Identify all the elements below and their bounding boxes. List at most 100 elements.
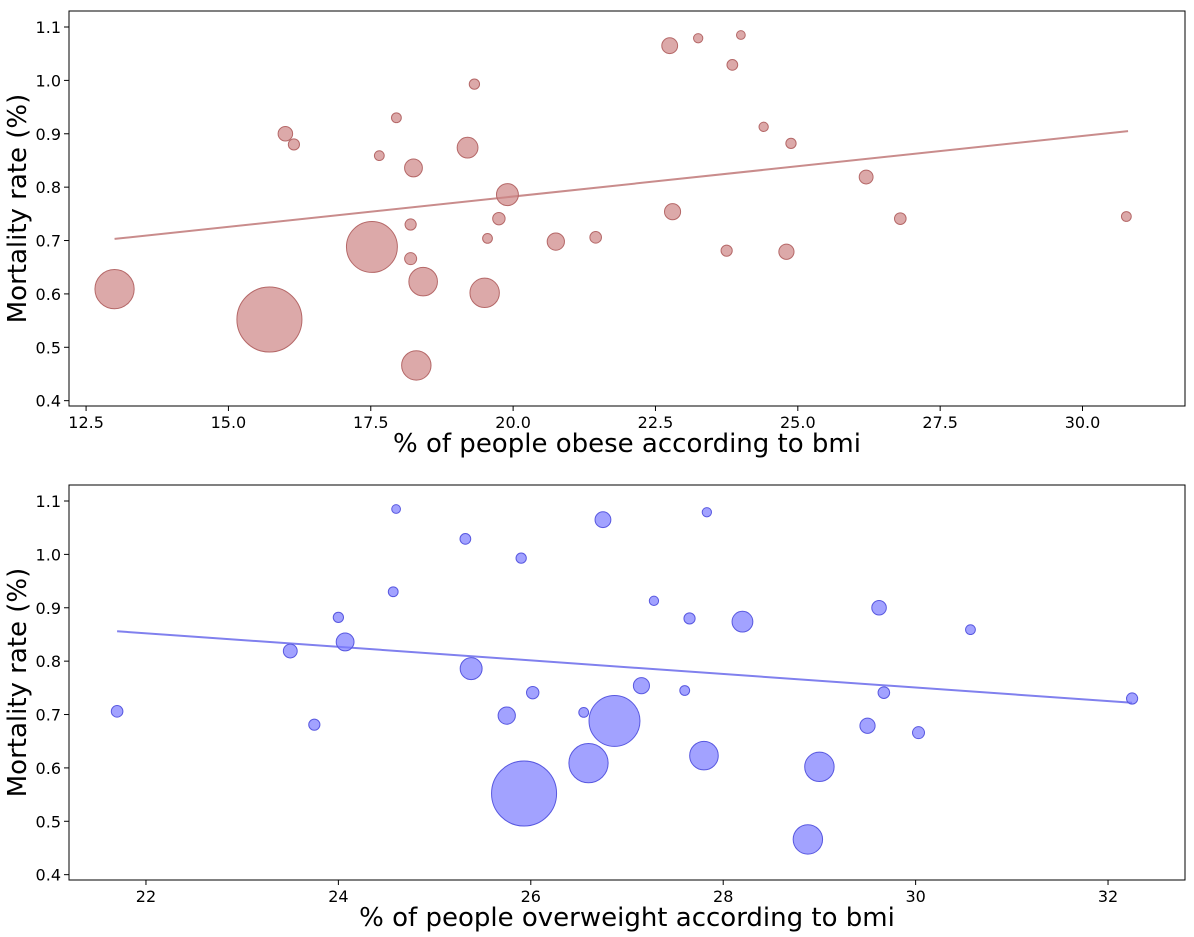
data-point-obese-8 [404,158,423,178]
data-point-overweight-22 [701,507,713,518]
data-point-obese-0 [94,268,135,310]
data-point-obese-30 [894,212,907,225]
y-tick-label-obese-2: 0.6 [36,285,61,304]
points-layer-overweight [110,504,1139,855]
data-point-obese-24 [726,59,739,71]
trendline-layer-obese [114,130,1129,240]
data-point-overweight-29 [912,726,926,740]
x-tick-label-obese-5: 25.0 [780,413,816,432]
data-point-overweight-9 [515,552,527,564]
data-point-obese-22 [693,33,704,44]
data-point-overweight-21 [689,740,719,771]
trendline-layer-overweight [117,630,1133,704]
y-tick-label-obese-0: 0.4 [36,392,61,411]
data-point-obese-3 [401,350,432,381]
y-axis-label-overweight: Mortality rate (%) [3,568,33,798]
data-point-obese-13 [404,218,417,231]
data-point-overweight-20 [683,612,696,625]
ticks-layer-obese: 12.5 15.0 17.5 20.0 22.5 25.0 27.5 30.0 0.4 0.5 0.… [36,18,1101,432]
data-point-overweight-23 [731,610,754,633]
data-point-overweight-30 [965,624,976,636]
chart-overweight: 22 24 26 28 30 32 0.4 0.5 0.6 0.7 0.8 0.9 1.0 1.1 % o… [3,484,1186,933]
data-point-overweight-7 [459,533,472,545]
data-point-obese-25 [735,30,746,40]
data-point-overweight-6 [391,504,401,514]
data-point-overweight-4 [335,632,355,652]
data-point-obese-9 [277,126,294,142]
chart-obese: 12.5 15.0 17.5 20.0 22.5 25.0 27.5 30.0 0.4 0.5 0.… [3,10,1186,459]
data-point-obese-28 [785,137,797,150]
data-point-obese-31 [1120,211,1132,222]
data-point-obese-5 [469,277,500,309]
data-point-overweight-1 [282,643,298,659]
data-point-overweight-18 [648,595,660,606]
data-point-obese-17 [492,211,506,226]
data-point-overweight-5 [387,586,399,598]
y-tick-label-overweight-7: 1.1 [36,492,61,511]
data-point-overweight-31 [1125,692,1139,705]
data-point-overweight-0 [110,705,124,718]
x-tick-label-overweight-4: 30 [905,887,925,906]
y-tick-label-obese-6: 1.0 [36,71,61,90]
x-tick-label-overweight-2: 26 [521,887,541,906]
y-tick-label-overweight-5: 0.9 [36,599,61,618]
data-point-obese-6 [495,183,519,207]
plot-frame-overweight [68,484,1186,881]
y-tick-label-overweight-4: 0.8 [36,652,61,671]
data-point-overweight-11 [526,685,540,700]
x-tick-label-overweight-3: 28 [713,887,733,906]
data-point-obese-7 [456,136,479,159]
data-point-obese-2 [345,220,398,273]
y-tick-label-obese-4: 0.8 [36,178,61,197]
data-point-obese-12 [373,150,385,162]
y-tick-label-obese-1: 0.5 [36,338,61,357]
y-tick-label-overweight-2: 0.6 [36,759,61,778]
data-point-obese-23 [720,244,733,257]
data-point-obese-21 [663,203,682,221]
data-point-overweight-17 [632,677,650,695]
data-point-obese-16 [482,232,493,244]
x-tick-label-obese-7: 30.0 [1065,413,1101,432]
y-tick-label-overweight-3: 0.7 [36,706,61,725]
x-tick-label-obese-6: 27.5 [922,413,958,432]
y-tick-label-overweight-0: 0.4 [36,866,61,885]
x-tick-label-overweight-5: 32 [1098,887,1118,906]
data-point-overweight-28 [877,686,891,699]
x-tick-label-obese-1: 15.0 [211,413,247,432]
trendline-overweight [117,630,1133,704]
data-point-overweight-15 [594,511,612,529]
data-point-overweight-12 [491,760,558,827]
x-tick-label-obese-2: 17.5 [353,413,389,432]
data-point-overweight-25 [804,751,835,783]
data-point-overweight-14 [568,742,609,784]
data-point-obese-29 [858,169,874,185]
data-point-obese-20 [661,37,679,55]
y-tick-label-obese-7: 1.1 [36,18,61,37]
x-tick-label-obese-3: 20.0 [495,413,531,432]
points-layer-obese [94,30,1132,381]
data-point-overweight-13 [578,706,590,718]
x-tick-label-overweight-0: 22 [136,887,156,906]
data-point-obese-26 [758,121,769,132]
trendline-obese [114,130,1129,240]
data-point-overweight-10 [497,706,516,725]
y-tick-label-overweight-6: 1.0 [36,545,61,564]
y-tick-label-obese-5: 0.9 [36,125,61,144]
ticks-layer-overweight: 22 24 26 28 30 32 0.4 0.5 0.6 0.7 0.8 0.9 1.0 1.1 [36,492,1119,906]
data-point-obese-27 [778,243,795,260]
data-point-obese-4 [408,266,438,297]
x-axis-label-overweight: % of people overweight according to bmi [359,903,895,933]
data-point-obese-1 [236,286,303,353]
data-point-overweight-27 [871,600,887,616]
x-tick-label-obese-0: 12.5 [68,413,104,432]
data-point-obese-18 [546,232,565,251]
plot-frame-obese [68,10,1186,407]
data-point-overweight-16 [588,694,641,747]
data-point-overweight-26 [859,717,876,734]
data-point-obese-19 [589,231,602,244]
x-axis-label-obese: % of people obese according to bmi [393,429,861,459]
x-tick-label-overweight-1: 24 [328,887,348,906]
data-point-obese-14 [404,252,418,266]
y-tick-label-overweight-1: 0.5 [36,812,61,831]
data-point-overweight-8 [459,657,483,681]
